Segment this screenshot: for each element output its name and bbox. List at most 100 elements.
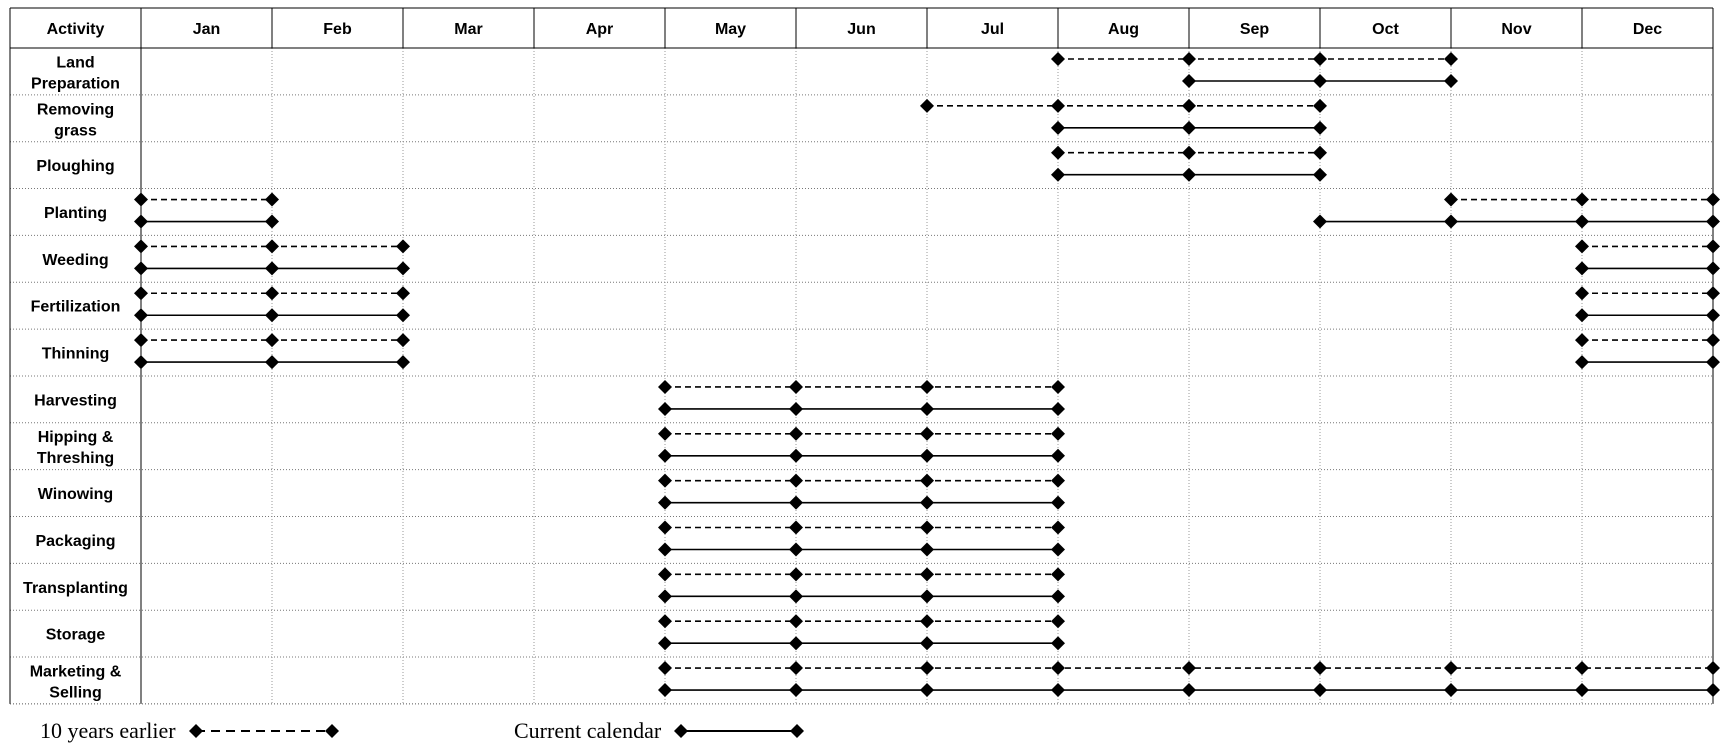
current-marker <box>920 495 934 510</box>
current-marker <box>1182 120 1196 135</box>
activity-label: Ploughing <box>36 158 114 175</box>
current-marker <box>1051 589 1065 604</box>
current-marker <box>1313 74 1327 88</box>
earlier-marker <box>1444 192 1458 207</box>
earlier-marker <box>1051 661 1065 676</box>
current-marker <box>1706 308 1720 323</box>
current-marker <box>658 542 672 557</box>
month-header-feb: Feb <box>323 21 352 38</box>
legend-current: Current calendar <box>514 715 809 747</box>
month-header-jul: Jul <box>981 21 1004 38</box>
earlier-marker <box>1444 661 1458 676</box>
activity-label: Threshing <box>37 450 114 467</box>
earlier-marker <box>920 567 934 582</box>
earlier-marker <box>1182 661 1196 676</box>
earlier-marker <box>134 192 148 207</box>
current-marker <box>1706 355 1720 370</box>
earlier-marker <box>1051 145 1065 160</box>
current-marker <box>1575 355 1589 370</box>
current-marker <box>1051 636 1065 651</box>
current-marker <box>1575 261 1589 276</box>
earlier-marker <box>1706 661 1720 676</box>
earlier-marker <box>1051 379 1065 394</box>
earlier-marker <box>1313 145 1327 160</box>
current-marker <box>920 448 934 463</box>
earlier-marker <box>265 192 279 207</box>
earlier-marker <box>920 614 934 629</box>
activity-label: Removing <box>37 101 114 118</box>
current-marker <box>1444 74 1458 88</box>
current-marker <box>1182 167 1196 182</box>
current-marker <box>1182 74 1196 88</box>
earlier-marker <box>396 239 410 254</box>
month-header-nov: Nov <box>1501 21 1531 38</box>
current-marker <box>134 261 148 276</box>
earlier-marker <box>1313 98 1327 113</box>
activity-label: Marketing & <box>30 663 122 680</box>
earlier-marker <box>1313 52 1327 66</box>
current-marker <box>658 401 672 416</box>
current-marker <box>1313 683 1327 698</box>
earlier-marker <box>920 661 934 676</box>
current-marker <box>134 355 148 370</box>
activity-label: Planting <box>44 205 107 222</box>
activity-label: Winowing <box>38 486 113 503</box>
current-marker <box>920 683 934 698</box>
earlier-marker <box>789 473 803 488</box>
legend-current-label: Current calendar <box>514 718 662 743</box>
activity-label: Thinning <box>42 346 110 363</box>
earlier-marker <box>1575 239 1589 254</box>
earlier-marker <box>1051 473 1065 488</box>
legend-earlier: 10 years earlier <box>40 715 344 747</box>
earlier-marker <box>1575 661 1589 676</box>
current-marker <box>1051 401 1065 416</box>
earlier-marker <box>658 520 672 535</box>
current-marker <box>658 448 672 463</box>
earlier-marker <box>134 286 148 301</box>
current-marker <box>1051 542 1065 557</box>
activity-label: Selling <box>49 684 101 701</box>
earlier-marker <box>658 426 672 441</box>
current-marker <box>1706 683 1720 698</box>
earlier-marker <box>1575 286 1589 301</box>
current-marker <box>396 308 410 323</box>
current-marker <box>1706 214 1720 229</box>
current-marker <box>396 261 410 276</box>
earlier-marker <box>920 98 934 113</box>
activity-label: Land <box>56 54 94 71</box>
month-header-may: May <box>715 21 746 38</box>
activity-label: Hipping & <box>38 429 114 446</box>
current-marker <box>1444 214 1458 229</box>
earlier-marker <box>1313 661 1327 676</box>
current-marker <box>1051 120 1065 135</box>
current-marker <box>134 308 148 323</box>
current-marker <box>789 448 803 463</box>
month-header-apr: Apr <box>586 21 614 38</box>
earlier-marker <box>134 333 148 348</box>
header-activity: Activity <box>47 21 105 38</box>
earlier-marker <box>1051 567 1065 582</box>
current-marker <box>134 214 148 229</box>
earlier-marker <box>658 614 672 629</box>
earlier-marker <box>1182 145 1196 160</box>
activity-label: Preparation <box>31 75 120 92</box>
current-marker <box>265 308 279 323</box>
earlier-marker <box>789 614 803 629</box>
earlier-marker <box>396 286 410 301</box>
month-header-jun: Jun <box>847 21 875 38</box>
current-marker <box>265 214 279 229</box>
current-marker <box>1706 261 1720 276</box>
earlier-marker <box>920 379 934 394</box>
earlier-marker <box>789 567 803 582</box>
legend-earlier-swatch <box>188 724 339 738</box>
month-header-aug: Aug <box>1108 21 1139 38</box>
current-marker <box>1575 308 1589 323</box>
current-marker <box>1575 214 1589 229</box>
current-marker <box>789 683 803 698</box>
activity-label: Storage <box>46 627 106 644</box>
earlier-marker <box>658 379 672 394</box>
month-header-jan: Jan <box>193 21 221 38</box>
current-marker <box>789 636 803 651</box>
earlier-marker <box>1706 239 1720 254</box>
current-marker <box>1313 167 1327 182</box>
